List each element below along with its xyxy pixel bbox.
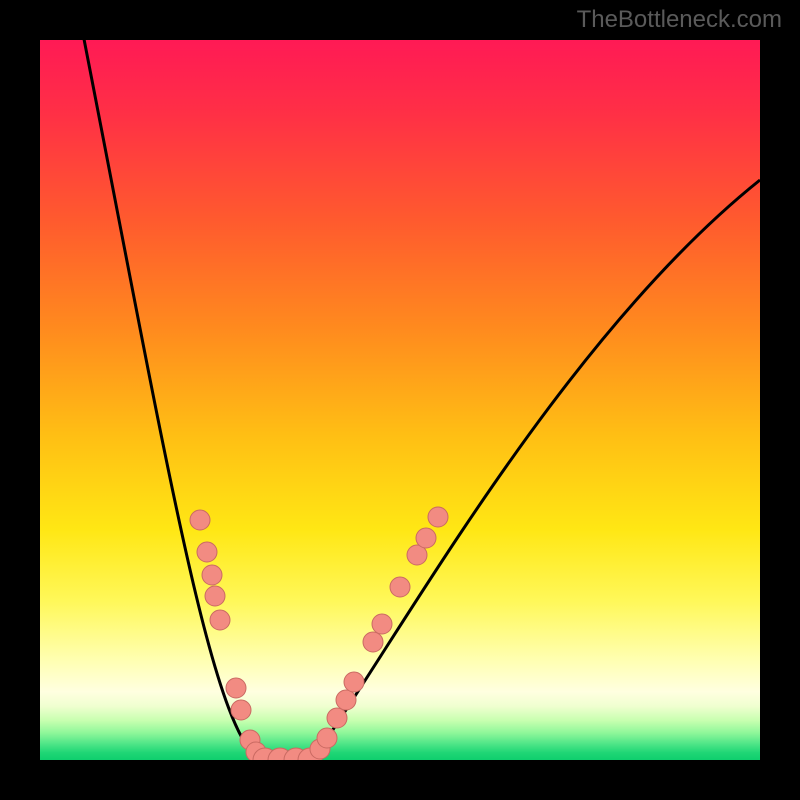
data-marker [317, 728, 337, 748]
data-marker [344, 672, 364, 692]
data-marker [190, 510, 210, 530]
data-marker [205, 586, 225, 606]
data-marker [327, 708, 347, 728]
watermark-text: TheBottleneck.com [577, 6, 782, 34]
data-marker [428, 507, 448, 527]
data-marker [202, 565, 222, 585]
data-marker [197, 542, 217, 562]
data-marker [416, 528, 436, 548]
data-marker [390, 577, 410, 597]
chart-svg [0, 0, 800, 800]
data-marker [231, 700, 251, 720]
plot-background [40, 40, 760, 760]
data-marker [210, 610, 230, 630]
data-marker [336, 690, 356, 710]
data-marker [372, 614, 392, 634]
data-marker [226, 678, 246, 698]
data-marker [363, 632, 383, 652]
chart-frame: TheBottleneck.com [0, 0, 800, 800]
